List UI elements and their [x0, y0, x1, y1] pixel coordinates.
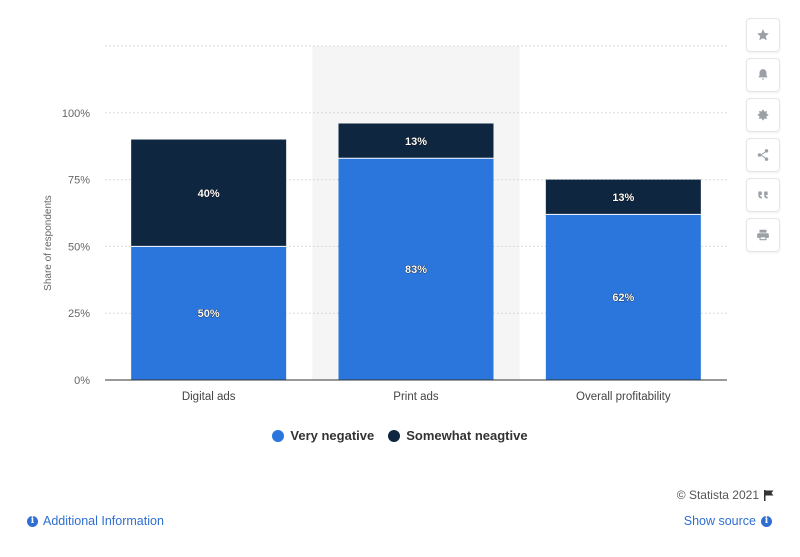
data-label: 13%	[405, 136, 427, 148]
gear-icon	[757, 109, 769, 121]
x-tick-label: Digital ads	[182, 391, 236, 403]
bar-segment[interactable]	[545, 214, 701, 380]
data-label: 40%	[198, 188, 220, 200]
y-tick-label: 25%	[68, 308, 90, 320]
legend-item-somewhat-negative[interactable]: Somewhat neagtive	[388, 428, 528, 443]
data-label: 13%	[612, 192, 634, 204]
bar-segment[interactable]	[338, 158, 494, 380]
y-tick-label: 100%	[62, 108, 90, 120]
statista-credit[interactable]: © Statista 2021	[677, 488, 774, 502]
share-button[interactable]	[746, 138, 780, 172]
legend-swatch-very-negative	[272, 429, 285, 442]
bell-icon	[758, 69, 768, 80]
y-axis-title: Share of respondents	[43, 195, 54, 291]
legend-label: Very negative	[290, 428, 375, 443]
quote-icon	[758, 191, 768, 199]
info-icon: i	[761, 515, 772, 527]
y-tick-label: 75%	[68, 175, 90, 187]
show-source-link[interactable]: Show source i	[684, 514, 772, 528]
print-icon	[757, 229, 769, 241]
x-tick-label: Print ads	[393, 391, 439, 403]
star-icon	[757, 29, 769, 41]
legend-item-very-negative[interactable]: Very negative	[272, 428, 374, 443]
bar-segment[interactable]	[545, 179, 701, 215]
flag-icon	[764, 489, 774, 501]
data-label: 83%	[405, 264, 427, 276]
print-button[interactable]	[746, 218, 780, 252]
toolbar	[746, 18, 780, 252]
y-tick-label: 50%	[68, 241, 90, 253]
data-label: 62%	[612, 292, 634, 304]
cite-button[interactable]	[746, 178, 780, 212]
bar-segment[interactable]	[338, 123, 494, 159]
x-tick-label: Overall profitability	[576, 391, 671, 403]
share-icon	[757, 149, 769, 161]
favorite-button[interactable]	[746, 18, 780, 52]
credit-text: © Statista 2021	[676, 488, 759, 502]
bar-segment[interactable]	[131, 139, 287, 247]
chart-legend: Very negative Somewhat neagtive	[0, 428, 800, 443]
legend-swatch-somewhat-negative	[388, 429, 401, 442]
legend-label: Somewhat neagtive	[406, 428, 528, 443]
bar-segment[interactable]	[131, 246, 287, 380]
show-source-label: Show source	[683, 514, 756, 528]
additional-information-link[interactable]: i Additional Information	[27, 514, 164, 528]
data-label: 50%	[198, 308, 220, 320]
settings-button[interactable]	[746, 98, 780, 132]
additional-information-label: Additional Information	[43, 514, 164, 528]
info-icon: i	[27, 515, 38, 527]
y-tick-label: 0%	[74, 375, 90, 387]
notification-button[interactable]	[746, 58, 780, 92]
